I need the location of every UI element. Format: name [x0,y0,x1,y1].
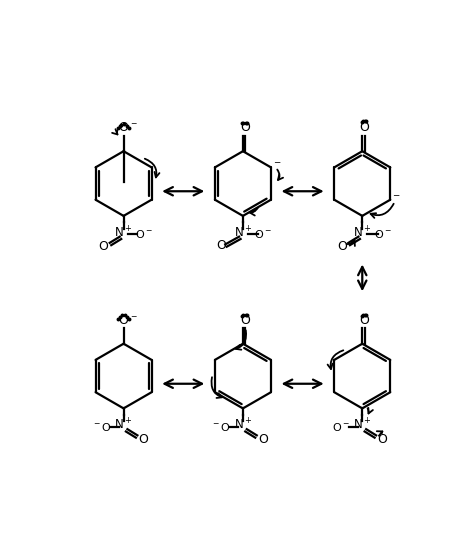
Text: O: O [337,240,347,253]
Text: N$^+$: N$^+$ [114,418,133,433]
Text: O: O [360,121,370,134]
Text: $^-$O: $^-$O [92,421,112,433]
Text: O$^-$: O$^-$ [135,228,153,240]
Text: N$^+$: N$^+$ [234,225,252,240]
Text: O$^-$: O$^-$ [332,421,350,433]
Text: O: O [258,433,268,446]
Text: O: O [240,314,250,327]
Text: O: O [139,433,148,446]
Text: $^-$: $^-$ [272,159,282,172]
Text: $^-$: $^-$ [129,314,138,324]
Text: O$^-$: O$^-$ [254,228,272,240]
Text: O: O [377,433,387,446]
Text: $^-$: $^-$ [392,192,401,205]
Text: O$^-$: O$^-$ [374,228,392,240]
Text: O: O [360,314,370,327]
Text: N$^+$: N$^+$ [353,225,372,240]
Text: O: O [118,121,128,134]
Text: $^-$O: $^-$O [211,421,231,433]
Text: O: O [118,314,128,327]
Text: $^-$: $^-$ [129,121,138,132]
Text: N$^+$: N$^+$ [114,225,133,240]
Text: N$^+$: N$^+$ [234,418,252,433]
Text: O: O [240,121,250,134]
Text: O: O [217,240,226,253]
Text: N$^+$: N$^+$ [353,418,372,433]
Text: O: O [99,240,109,253]
